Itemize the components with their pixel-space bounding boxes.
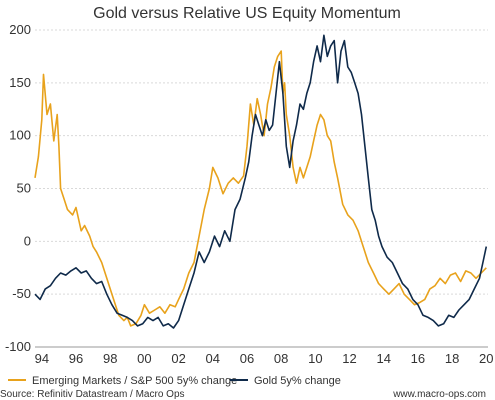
y-tick-label: 100: [9, 128, 31, 143]
source-note: Source: Refinitiv Datastream / Macro Ops: [0, 389, 185, 400]
grid-layer: [35, 29, 488, 295]
x-tick-label: 08: [274, 351, 288, 366]
y-tick-label: 0: [24, 233, 31, 248]
x-tick-label: 12: [342, 351, 356, 366]
x-tick-label: 02: [171, 351, 185, 366]
x-tick-label: 94: [35, 351, 49, 366]
y-tick-label: 200: [9, 22, 31, 37]
x-tick-label: 06: [240, 351, 254, 366]
y-axis-ticks: -100 -50 0 50 100 150 200: [5, 22, 31, 354]
x-tick-label: 04: [206, 351, 220, 366]
x-tick-label: 20: [479, 351, 493, 366]
y-tick-label: -50: [12, 286, 31, 301]
series-line-emerging-markets: [34, 50, 487, 327]
x-axis-ticks: 94 96 98 00 02 04 06 08 10 12 14 16 18 20: [35, 351, 494, 366]
x-tick-label: 10: [308, 351, 322, 366]
series-line-gold: [34, 34, 488, 329]
x-tick-label: 16: [411, 351, 425, 366]
x-tick-label: 96: [69, 351, 83, 366]
y-tick-label: -100: [5, 339, 31, 354]
legend-label-emerging: Emerging Markets / S&P 500 5y% change: [32, 375, 237, 387]
legend-label-gold: Gold 5y% change: [254, 375, 341, 387]
x-tick-label: 00: [137, 351, 151, 366]
chart-title: Gold versus Relative US Equity Momentum: [93, 5, 401, 22]
series-layer: [34, 34, 488, 329]
x-tick-label: 18: [445, 351, 459, 366]
y-tick-label: 50: [17, 181, 31, 196]
website-link[interactable]: www.macro-ops.com: [392, 389, 486, 400]
x-tick-label: 98: [103, 351, 117, 366]
legend: Emerging Markets / S&P 500 5y% change Go…: [8, 375, 341, 387]
y-tick-label: 150: [9, 75, 31, 90]
x-tick-label: 14: [376, 351, 390, 366]
